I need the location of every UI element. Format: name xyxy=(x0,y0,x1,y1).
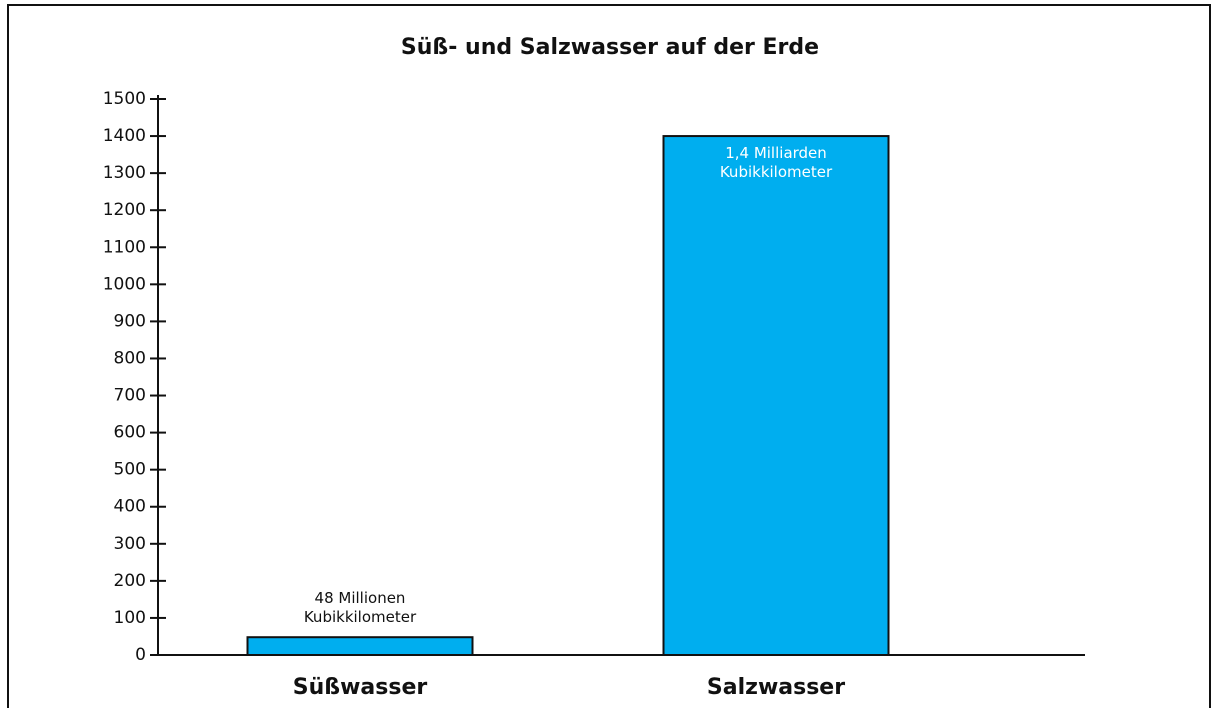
bar xyxy=(662,135,890,657)
y-tick-label: 600 xyxy=(114,423,146,443)
y-tick-label: 1200 xyxy=(103,200,146,220)
y-tick-label: 100 xyxy=(114,608,146,628)
value-label-box: 1,4 Milliarden Kubikkilometer xyxy=(719,144,833,182)
bar xyxy=(246,636,474,657)
y-tick-label: 800 xyxy=(114,348,146,368)
x-tick-label: Süßwasser xyxy=(293,675,428,700)
chart-title: Süß- und Salzwasser auf der Erde xyxy=(401,35,819,60)
y-tick-label: 0 xyxy=(135,645,146,665)
value-label: 1,4 Milliarden Kubikkilometer xyxy=(719,144,833,182)
value-label-box: 48 Millionen Kubikkilometer xyxy=(303,589,417,627)
y-tick-label: 500 xyxy=(114,460,146,480)
y-tick-label: 900 xyxy=(114,311,146,331)
x-tick-label: Salzwasser xyxy=(707,675,845,700)
y-tick-label: 300 xyxy=(114,534,146,554)
y-tick-label: 1100 xyxy=(103,237,146,257)
y-tick-label: 1400 xyxy=(103,126,146,146)
y-tick-label: 1300 xyxy=(103,163,146,183)
y-tick-label: 1000 xyxy=(103,274,146,294)
y-tick-label: 200 xyxy=(114,571,146,591)
frame xyxy=(7,4,1211,708)
y-tick-label: 700 xyxy=(114,386,146,406)
value-label: 48 Millionen Kubikkilometer xyxy=(303,589,417,627)
y-tick-label: 400 xyxy=(114,497,146,517)
y-tick-label: 1500 xyxy=(103,89,146,109)
